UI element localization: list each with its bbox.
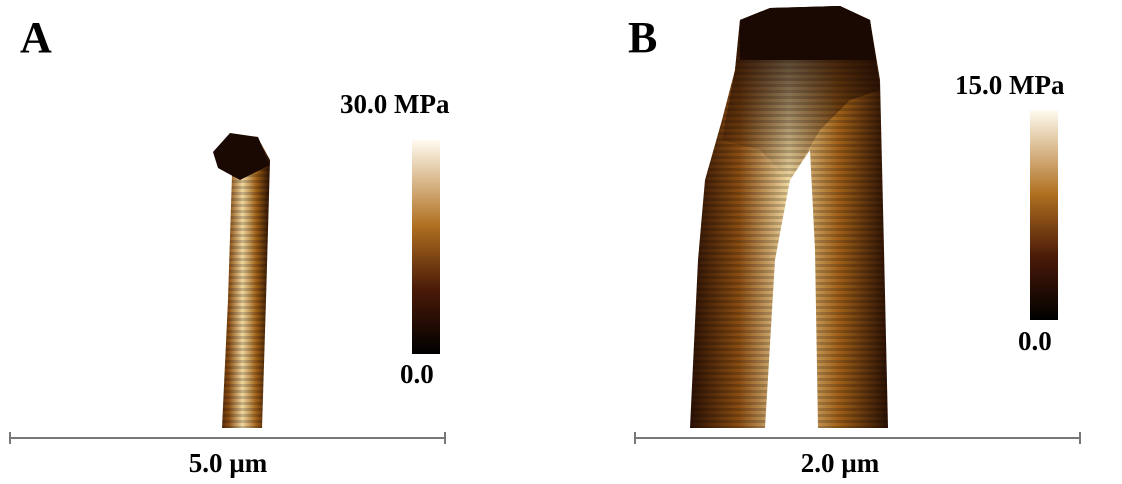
fiber-tip	[213, 133, 270, 180]
fiber-image	[690, 6, 888, 428]
colorbar	[412, 140, 440, 354]
scale-bar	[634, 432, 1081, 444]
fiber-texture	[215, 135, 270, 428]
scale-bar-label: 2.0 µm	[801, 448, 880, 478]
scale-bar-label: 5.0 µm	[189, 448, 268, 478]
colorbar	[1030, 110, 1058, 320]
panel-label: A	[20, 13, 52, 62]
colorbar-max: 15.0 MPa	[955, 70, 1065, 100]
colorbar-min: 0.0	[1018, 326, 1052, 356]
panel-a: A 30.0 MPa 0.0 5.0 µm	[9, 13, 450, 478]
colorbar-max: 30.0 MPa	[340, 89, 450, 119]
colorbar-min: 0.0	[400, 359, 434, 389]
panel-b: B 15.0 MPa 0.0 2.0 µm	[628, 6, 1081, 478]
panel-label: B	[628, 13, 657, 62]
scale-bar	[9, 432, 446, 444]
